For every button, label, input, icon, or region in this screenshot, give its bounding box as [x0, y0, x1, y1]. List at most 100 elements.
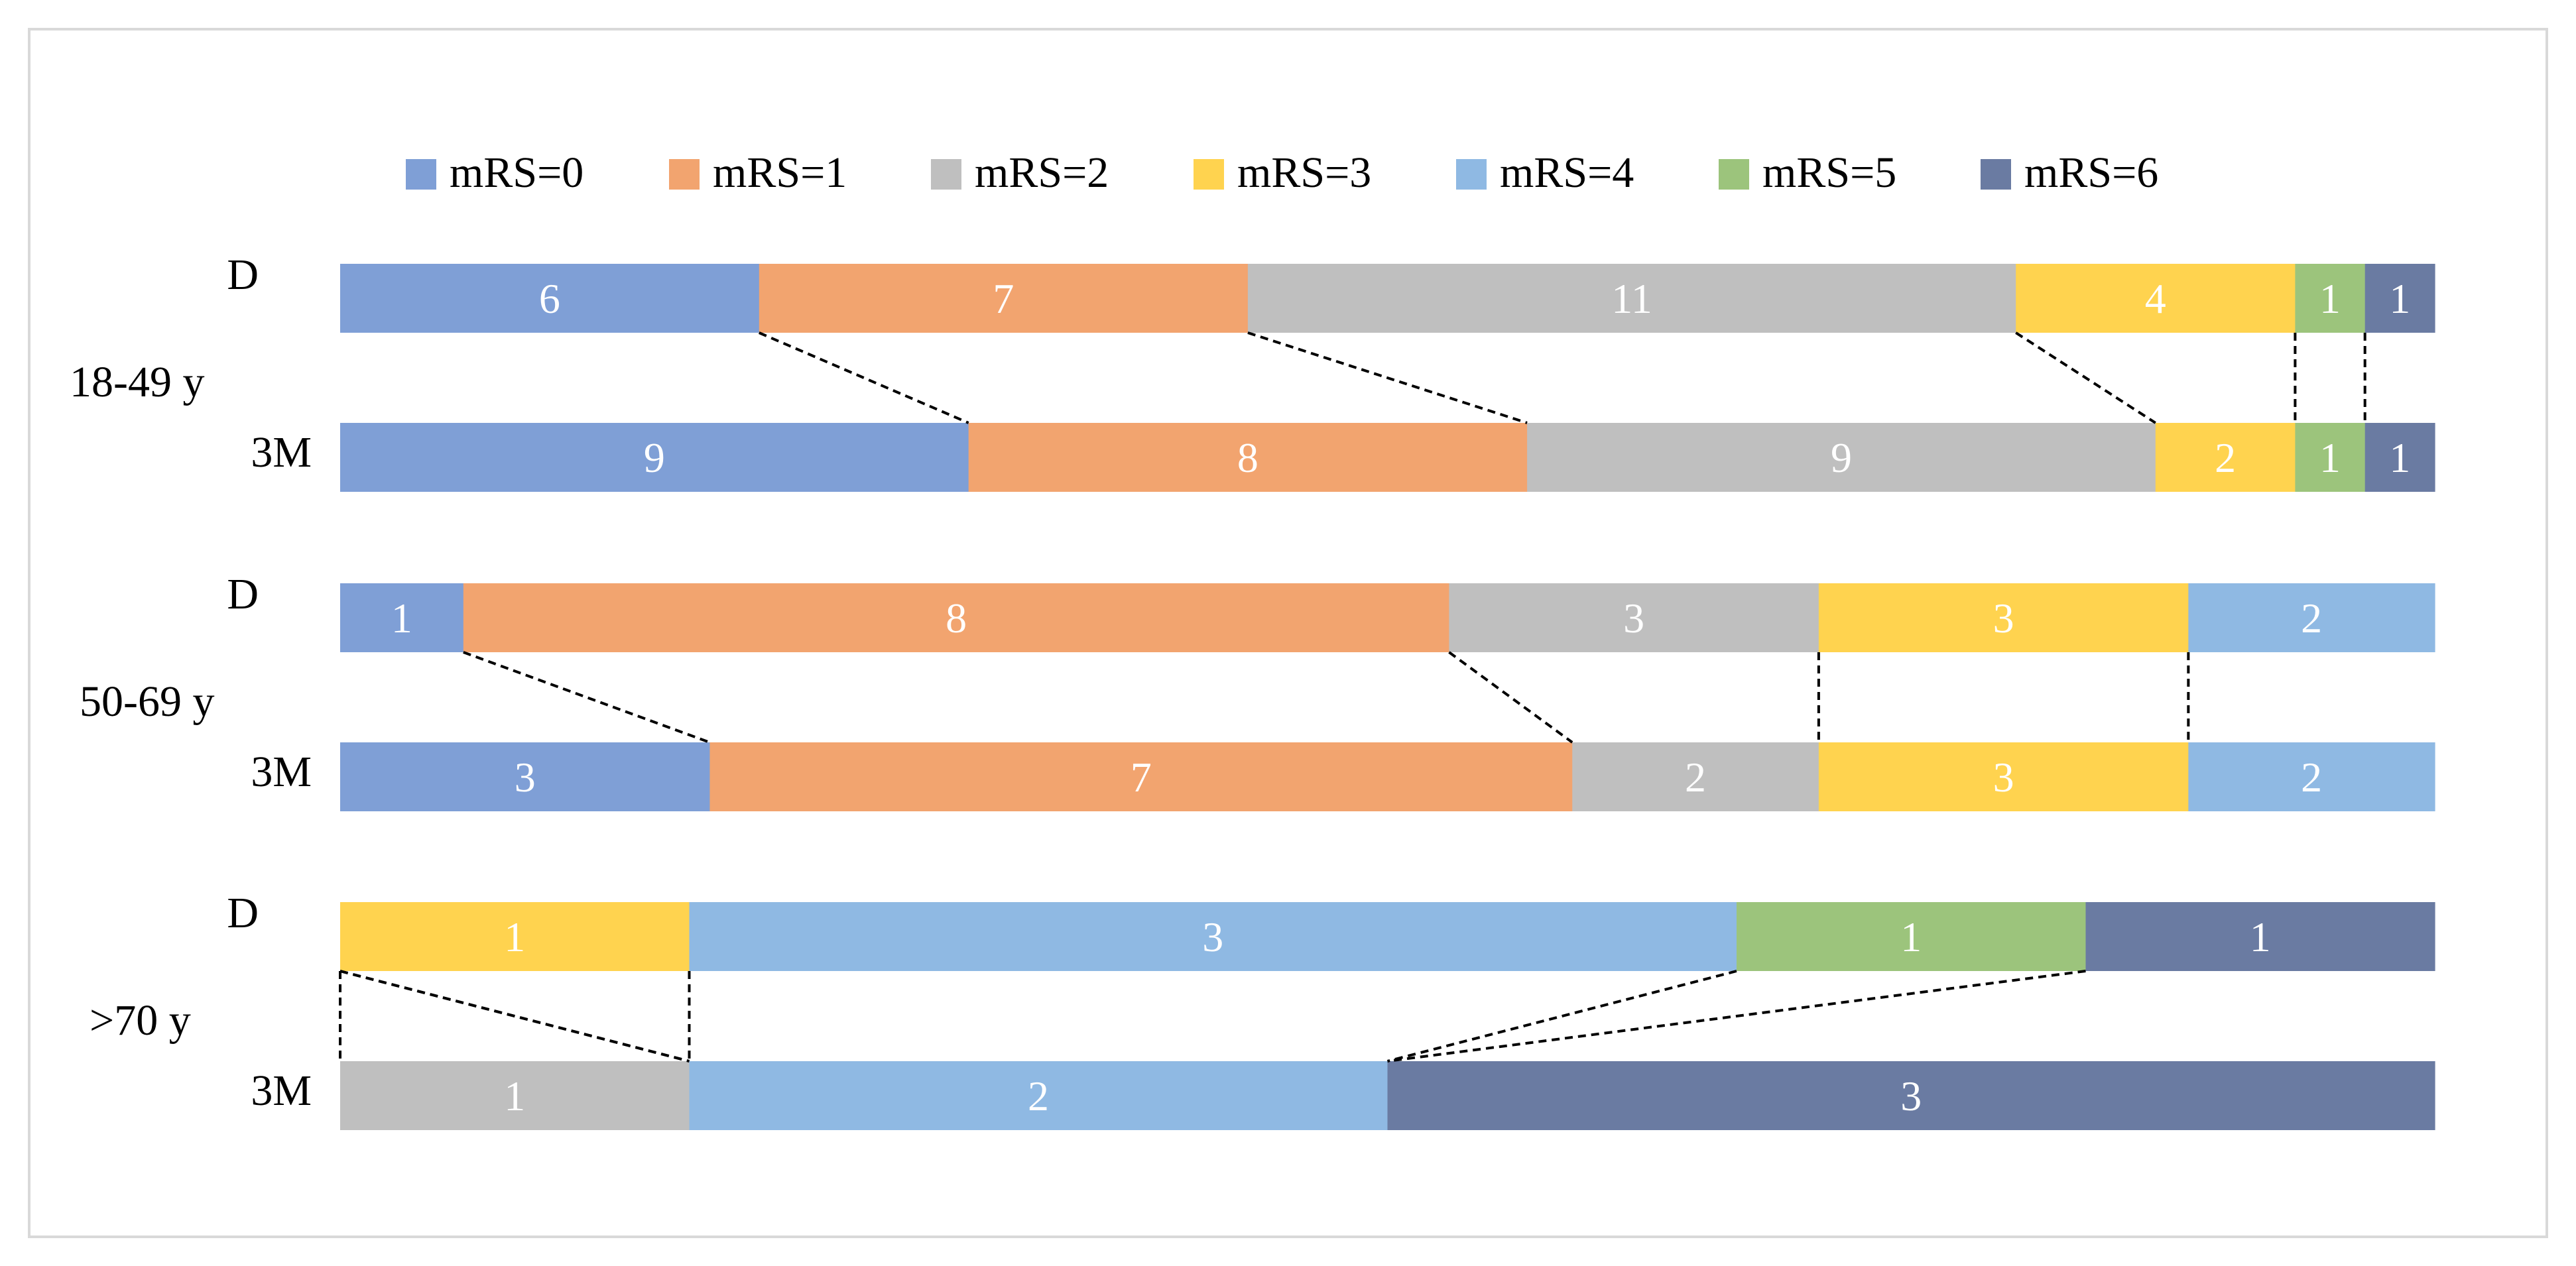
bar-value-label: 8 — [946, 595, 967, 642]
row-label: 3M — [251, 748, 312, 796]
legend-item: mRS=0 — [406, 148, 583, 197]
bar-segment — [340, 423, 969, 492]
bar-value-label: 2 — [1028, 1072, 1049, 1120]
bar-value-label: 1 — [1900, 913, 1922, 960]
connector-line — [1386, 970, 1737, 1063]
bar-row: 1 2 3 — [340, 1061, 2435, 1130]
bar-segment — [340, 1061, 690, 1130]
bar-value-label: 1 — [2319, 275, 2341, 322]
bar-row: 6 7 11 4 1 1 — [340, 264, 2435, 333]
group-labels: 18-49 y 50-69 y >70 y — [70, 358, 214, 1045]
legend-item: mRS=6 — [1981, 148, 2158, 197]
legend-label: mRS=0 — [450, 148, 583, 197]
legend-label: mRS=4 — [1500, 148, 1634, 197]
legend-swatch — [931, 159, 961, 190]
bar-value-label: 6 — [539, 275, 560, 322]
group-label: 50-69 y — [80, 677, 214, 726]
legend-swatch — [406, 159, 436, 190]
bar-segment — [689, 902, 1737, 971]
bar-segment — [1247, 264, 2016, 333]
bar-value-label: 3 — [515, 754, 536, 801]
connector-line — [1247, 331, 1528, 424]
legend-item: mRS=2 — [931, 148, 1109, 197]
bar-value-label: 9 — [644, 434, 665, 481]
bar-segment — [1387, 1061, 2435, 1130]
legend-item: mRS=4 — [1456, 148, 1634, 197]
bar-segment — [340, 902, 690, 971]
group-label: 18-49 y — [70, 358, 204, 406]
bar-value-label: 1 — [2319, 434, 2341, 481]
bar-row: 1 3 1 1 — [340, 902, 2435, 971]
bar-row: 9 8 9 2 1 1 — [340, 423, 2435, 492]
connectors — [339, 331, 2366, 1063]
bar-value-label: 3 — [1202, 913, 1223, 960]
row-labels: D 3M D 3M D 3M — [227, 251, 312, 1115]
bar-segment — [340, 742, 711, 811]
bar-value-label: 2 — [1685, 754, 1706, 801]
legend-swatch — [1981, 159, 2011, 190]
bar-segment — [2188, 742, 2435, 811]
legend: mRS=0 mRS=1 mRS=2 mRS=3 mRS=4 mRS=5 mRS=6 — [406, 148, 2158, 197]
bar-value-label: 11 — [1611, 275, 1652, 322]
bar-segment — [2364, 264, 2435, 333]
bar-segment — [709, 742, 1573, 811]
connector-line — [2015, 331, 2156, 424]
bar-value-label: 3 — [1900, 1072, 1922, 1120]
bar-value-label: 1 — [504, 913, 525, 960]
bar-segment — [2188, 583, 2435, 652]
legend-label: mRS=2 — [975, 148, 1109, 197]
bar-segment — [2085, 902, 2435, 971]
bar-segment — [968, 423, 1528, 492]
group-label: >70 y — [90, 996, 191, 1045]
bar-value-label: 9 — [1831, 434, 1852, 481]
bar-value-label: 7 — [993, 275, 1014, 322]
bar-segment — [2295, 423, 2366, 492]
bar-value-label: 8 — [1237, 434, 1258, 481]
bar-segment — [759, 264, 1249, 333]
bar-segment — [1818, 583, 2189, 652]
legend-label: mRS=1 — [713, 148, 847, 197]
row-label: 3M — [251, 1066, 312, 1115]
bar-value-label: 2 — [2301, 595, 2322, 642]
bar-segment — [2295, 264, 2366, 333]
legend-label: mRS=6 — [2024, 148, 2158, 197]
bar-segment — [2364, 423, 2435, 492]
bar-value-label: 3 — [1623, 595, 1644, 642]
bar-value-label: 1 — [391, 595, 412, 642]
bar-value-label: 3 — [1993, 595, 2014, 642]
bar-value-label: 7 — [1131, 754, 1152, 801]
bar-value-label: 2 — [2215, 434, 2236, 481]
connector-line — [1448, 651, 1573, 744]
bar-value-label: 1 — [2250, 913, 2271, 960]
bar-value-label: 1 — [504, 1072, 525, 1120]
bar-row: 3 7 2 3 2 — [340, 742, 2435, 811]
bar-segment — [340, 583, 464, 652]
bar-segment — [2016, 264, 2296, 333]
bar-segment — [1527, 423, 2156, 492]
legend-swatch — [669, 159, 700, 190]
bar-segment — [463, 583, 1450, 652]
bar-segment — [689, 1061, 1388, 1130]
bar-value-label: 3 — [1993, 754, 2014, 801]
legend-label: mRS=3 — [1237, 148, 1371, 197]
legend-swatch — [1719, 159, 1749, 190]
legend-item: mRS=1 — [669, 148, 847, 197]
legend-label: mRS=5 — [1762, 148, 1896, 197]
row-label: D — [227, 570, 259, 618]
legend-item: mRS=5 — [1719, 148, 1896, 197]
bar-segment — [1572, 742, 1819, 811]
legend-item: mRS=3 — [1194, 148, 1371, 197]
bar-segment — [340, 264, 760, 333]
connector-line — [339, 970, 690, 1063]
bar-value-label: 1 — [2389, 275, 2410, 322]
bar-segment — [1737, 902, 2087, 971]
legend-swatch — [1194, 159, 1224, 190]
bar-value-label: 2 — [2301, 754, 2322, 801]
connector-line — [759, 331, 969, 424]
bar-segment — [2155, 423, 2296, 492]
bar-segment — [1449, 583, 1819, 652]
bar-value-label: 1 — [2389, 434, 2410, 481]
bar-row: 1 8 3 3 2 — [340, 583, 2435, 652]
connector-line — [1387, 970, 2086, 1063]
